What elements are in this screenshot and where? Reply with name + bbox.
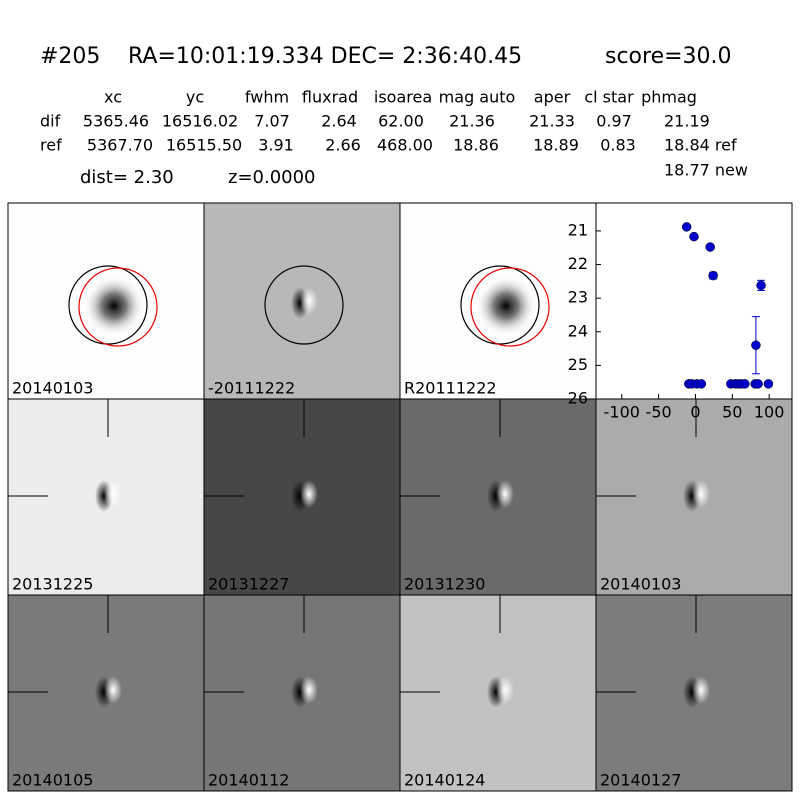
y-tick-label: 24 bbox=[568, 321, 588, 340]
image-panel: 20140103 bbox=[7, 202, 205, 400]
ref-circle bbox=[460, 265, 540, 345]
cell: 21.19 bbox=[664, 112, 710, 131]
dipole-light bbox=[496, 676, 514, 704]
y-tick-label: 26 bbox=[568, 389, 588, 408]
x-tick-label: 100 bbox=[754, 403, 785, 422]
panel-label: 20140127 bbox=[600, 771, 681, 790]
image-panel: 20131230 bbox=[399, 398, 597, 596]
dipole-light bbox=[692, 480, 710, 508]
image-panel: -20111222 bbox=[203, 202, 401, 400]
ref-circle bbox=[264, 265, 344, 345]
column-header: mag auto bbox=[439, 88, 516, 107]
cell: 7.07 bbox=[254, 112, 290, 131]
column-header: fluxrad bbox=[302, 88, 358, 107]
score: score=30.0 bbox=[605, 44, 732, 69]
panel-frame bbox=[595, 594, 793, 792]
image-panel: 20131227 bbox=[203, 398, 401, 596]
y-tick-label: 22 bbox=[568, 254, 588, 273]
cell: 2.64 bbox=[321, 112, 357, 131]
column-header: aper bbox=[534, 88, 571, 107]
cell: 18.89 bbox=[533, 136, 579, 155]
cell: 2.66 bbox=[325, 136, 361, 155]
new-mag: 18.77 new bbox=[664, 161, 748, 180]
dipole-light bbox=[300, 676, 318, 704]
new-circle bbox=[470, 267, 550, 347]
dipole-light bbox=[692, 676, 710, 704]
point bbox=[763, 379, 774, 389]
source-blob bbox=[476, 276, 536, 336]
point bbox=[740, 379, 750, 389]
image-panel: 20140105 bbox=[7, 594, 205, 792]
dipole-light bbox=[104, 480, 122, 508]
dipole-light bbox=[300, 480, 318, 508]
panel-label: 20140103 bbox=[600, 575, 681, 594]
panel-label: R20111222 bbox=[404, 379, 497, 398]
column-header: xc bbox=[104, 88, 122, 107]
image-panel: 20140127 bbox=[595, 594, 793, 792]
cell: 62.00 bbox=[378, 112, 424, 131]
panel-label: 20140112 bbox=[208, 771, 289, 790]
cell: 16515.50 bbox=[166, 136, 242, 155]
cell: 18.84 ref bbox=[664, 136, 737, 155]
dipole-light bbox=[300, 287, 318, 315]
y-tick-label: 25 bbox=[568, 355, 588, 374]
row-label: dif bbox=[40, 112, 61, 131]
image-panel: 20140103 bbox=[595, 398, 793, 596]
point bbox=[696, 379, 707, 389]
cell: 468.00 bbox=[377, 136, 433, 155]
point bbox=[708, 270, 718, 281]
point bbox=[689, 231, 699, 242]
cell: 0.97 bbox=[596, 112, 632, 131]
new-circle bbox=[78, 267, 158, 347]
image-panel: R20111222 bbox=[399, 202, 597, 400]
coordinates: RA=10:01:19.334 DEC= 2:36:40.45 bbox=[128, 44, 522, 69]
cell: 5365.46 bbox=[83, 112, 149, 131]
point bbox=[705, 242, 715, 252]
cell: 16516.02 bbox=[162, 112, 238, 131]
dipole-light bbox=[104, 676, 122, 704]
point bbox=[753, 379, 763, 389]
panel-label: 20131227 bbox=[208, 575, 289, 594]
cell: 21.33 bbox=[529, 112, 575, 131]
column-header: cl star bbox=[584, 88, 634, 107]
column-header: fwhm bbox=[245, 88, 289, 107]
y-tick-label: 21 bbox=[568, 220, 588, 239]
point bbox=[681, 222, 692, 232]
panel-label: 20140105 bbox=[12, 771, 93, 790]
point bbox=[756, 280, 766, 291]
panel-label: 20131225 bbox=[12, 575, 93, 594]
cell: 5367.70 bbox=[87, 136, 153, 155]
panel-label: 20140124 bbox=[404, 771, 485, 790]
x-tick-label: -100 bbox=[604, 403, 640, 422]
x-tick-label: -50 bbox=[646, 403, 672, 422]
image-panel: 20140124 bbox=[399, 594, 597, 792]
y-tick-label: 23 bbox=[568, 288, 588, 307]
panel-label: -20111222 bbox=[208, 379, 295, 398]
panel-label: 20131230 bbox=[404, 575, 485, 594]
cell: 21.36 bbox=[449, 112, 495, 131]
image-panel: 20131225 bbox=[7, 398, 205, 596]
x-tick-label: 50 bbox=[722, 403, 742, 422]
point bbox=[751, 340, 761, 350]
cell: 18.86 bbox=[453, 136, 499, 155]
cell: 0.83 bbox=[600, 136, 636, 155]
x-tick-label: 0 bbox=[690, 403, 700, 422]
panel-label: 20140103 bbox=[12, 379, 93, 398]
image-panel: 20140112 bbox=[203, 594, 401, 792]
redshift: z=0.0000 bbox=[228, 167, 316, 188]
candidate-id: #205 bbox=[40, 44, 100, 69]
cell: 3.91 bbox=[258, 136, 294, 155]
column-header: isoarea bbox=[374, 88, 432, 107]
dipole-light bbox=[496, 480, 514, 508]
row-label: ref bbox=[40, 136, 62, 155]
ref-circle bbox=[68, 265, 148, 345]
column-header: yc bbox=[186, 88, 204, 107]
source-blob bbox=[84, 276, 144, 336]
dist: dist= 2.30 bbox=[80, 167, 174, 188]
column-header: phmag bbox=[641, 88, 697, 107]
